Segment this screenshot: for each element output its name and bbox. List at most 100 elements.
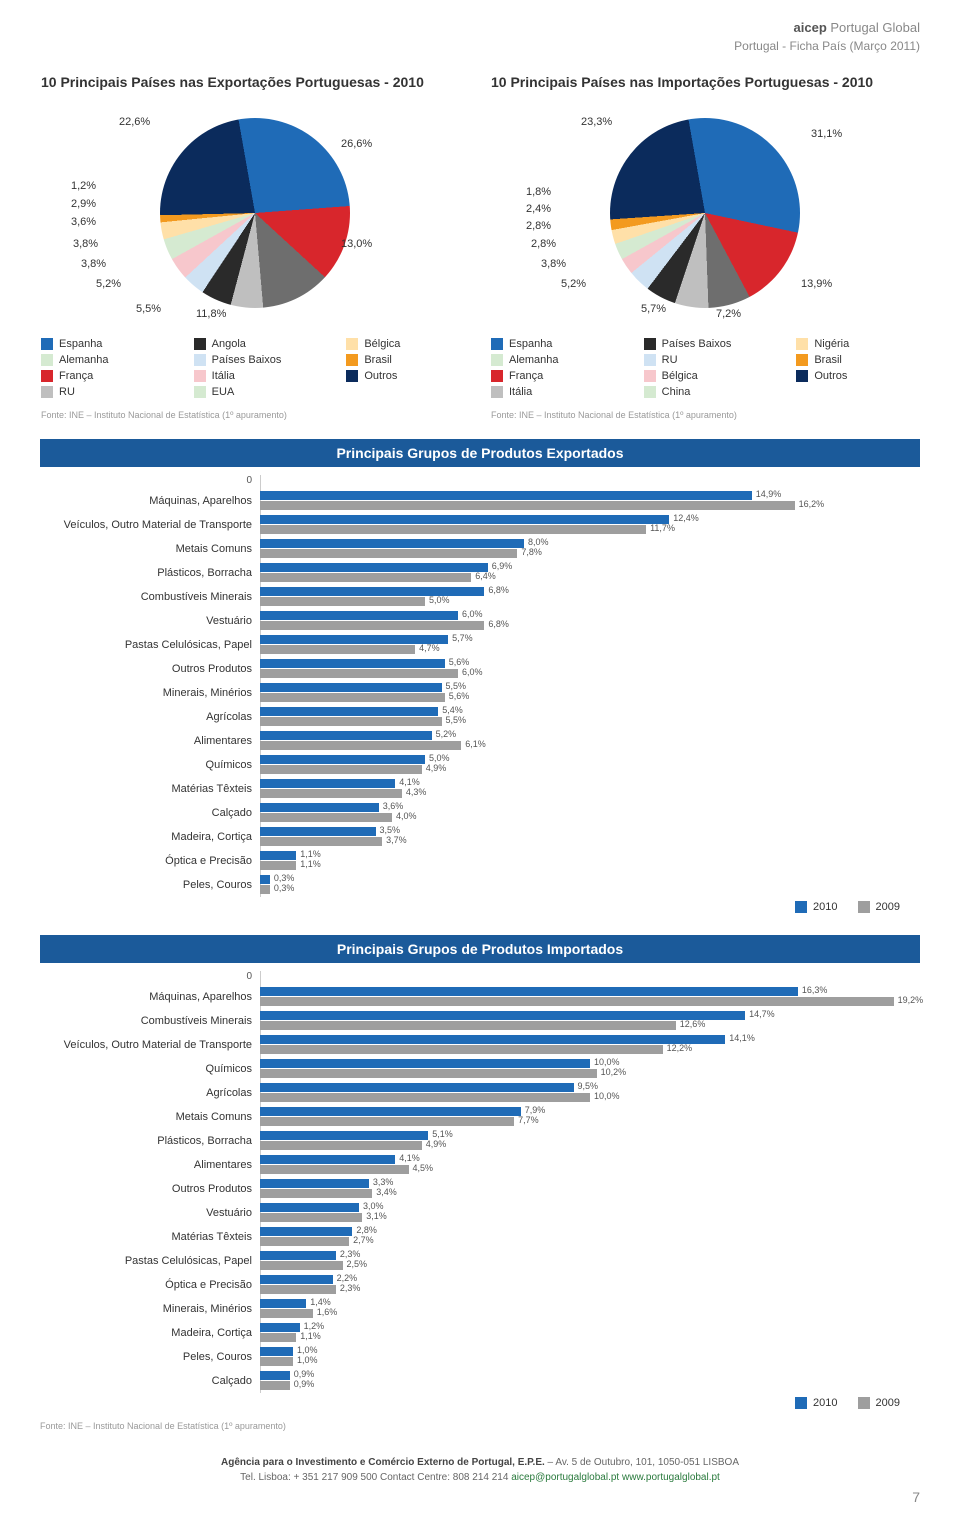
- bar-2010: [260, 731, 432, 740]
- bar-2009: [260, 1261, 343, 1270]
- legend-label: RU: [59, 386, 75, 398]
- legend-label: EUA: [212, 386, 235, 398]
- bar-2010: [260, 611, 458, 620]
- bar-value-label: 14,1%: [729, 1033, 755, 1043]
- legend-item: Itália: [491, 386, 614, 398]
- bar-row: 4,1%4,5%: [260, 1153, 920, 1177]
- swatch-icon: [644, 338, 656, 350]
- pie-title: 10 Principais Países nas Importações Por…: [491, 74, 919, 90]
- bar-row: 8,0%7,8%: [260, 537, 920, 561]
- legend-label: França: [59, 370, 93, 382]
- header-brand: aicep Portugal Global: [40, 20, 920, 35]
- swatch-icon: [491, 370, 503, 382]
- bar-2010: [260, 1323, 300, 1332]
- legend-item: Outros: [796, 370, 919, 382]
- bar-value-label: 2,3%: [340, 1249, 361, 1259]
- bar-value-label: 0,3%: [274, 883, 295, 893]
- bar-value-label: 19,2%: [898, 995, 924, 1005]
- bar-2010: [260, 1107, 521, 1116]
- bar-value-label: 12,6%: [680, 1019, 706, 1029]
- bar-2010: [260, 1131, 428, 1140]
- bar-row: 5,5%5,6%: [260, 681, 920, 705]
- bar-value-label: 12,4%: [673, 513, 699, 523]
- pie-slice-label: 3,8%: [81, 258, 106, 270]
- bar-2010: [260, 707, 438, 716]
- bar-category-label: Óptica e Precisão: [40, 849, 260, 873]
- bar-value-label: 6,0%: [462, 667, 483, 677]
- bar-category-label: Minerais, Minérios: [40, 1297, 260, 1321]
- bar-row: 7,9%7,7%: [260, 1105, 920, 1129]
- bar-row: 12,4%11,7%: [260, 513, 920, 537]
- legend-label: Outros: [364, 370, 397, 382]
- bar-category-label: Agrícolas: [40, 1081, 260, 1105]
- pie-slice-label: 22,6%: [119, 116, 150, 128]
- bar-value-label: 5,5%: [446, 681, 467, 691]
- bar-2009: [260, 1357, 293, 1366]
- pie-slice-label: 31,1%: [811, 128, 842, 140]
- swatch-icon: [194, 354, 206, 366]
- bar-2010: [260, 491, 752, 500]
- bar-2010: [260, 1299, 306, 1308]
- bar-value-label: 1,0%: [297, 1345, 318, 1355]
- legend-item: RU: [644, 354, 767, 366]
- bar-2009: [260, 669, 458, 678]
- bar-2009: [260, 837, 382, 846]
- pie-area: 31,1%13,9%7,2%5,7%5,2%3,8%2,8%2,8%2,4%1,…: [491, 98, 919, 328]
- source-note: Fonte: INE – Instituto Nacional de Estat…: [41, 410, 469, 420]
- bar-2010: [260, 779, 395, 788]
- bar-value-label: 6,8%: [488, 585, 509, 595]
- swatch-icon: [194, 370, 206, 382]
- pie-slice-label: 2,8%: [526, 220, 551, 232]
- legend-item: EUA: [194, 386, 317, 398]
- bar-2010: [260, 803, 379, 812]
- legend-column: NigériaBrasilOutros: [796, 338, 919, 402]
- bar-row: 3,5%3,7%: [260, 825, 920, 849]
- bar-2009: [260, 1309, 313, 1318]
- bar-category-label: Alimentares: [40, 1153, 260, 1177]
- legend-item: Bélgica: [346, 338, 469, 350]
- bar-value-label: 5,4%: [442, 705, 463, 715]
- bar-2010: [260, 1227, 352, 1236]
- bar-2010: [260, 1035, 725, 1044]
- legend-column: AngolaPaíses BaixosItáliaEUA: [194, 338, 317, 402]
- pie-panel-exports: 10 Principais Países nas Exportações Por…: [40, 73, 470, 421]
- swatch-icon: [346, 370, 358, 382]
- bar-category-label: Combustíveis Minerais: [40, 585, 260, 609]
- bar-value-label: 4,7%: [419, 643, 440, 653]
- bar-row: 14,9%16,2%: [260, 489, 920, 513]
- bar-row: 2,8%2,7%: [260, 1225, 920, 1249]
- bar-row: 5,2%6,1%: [260, 729, 920, 753]
- swatch-icon: [644, 386, 656, 398]
- bar-value-label: 4,9%: [426, 763, 447, 773]
- swatch-icon: [644, 370, 656, 382]
- bar-category-label: Peles, Couros: [40, 1345, 260, 1369]
- bar-row: 10,0%10,2%: [260, 1057, 920, 1081]
- bar-value-label: 1,0%: [297, 1355, 318, 1365]
- bar-value-label: 0,3%: [274, 873, 295, 883]
- bar-category-label: Químicos: [40, 1057, 260, 1081]
- bar-2009: [260, 501, 795, 510]
- bar-2010: [260, 539, 524, 548]
- bar-row: 3,6%4,0%: [260, 801, 920, 825]
- barchart-bars: 14,9%16,2%12,4%11,7%8,0%7,8%6,9%6,4%6,8%…: [260, 475, 920, 897]
- swatch-icon: [796, 354, 808, 366]
- bar-value-label: 4,1%: [399, 777, 420, 787]
- bar-2010: [260, 515, 669, 524]
- legend-label: Outros: [814, 370, 847, 382]
- bar-value-label: 4,1%: [399, 1153, 420, 1163]
- bar-value-label: 5,0%: [429, 753, 450, 763]
- swatch-icon: [491, 386, 503, 398]
- pie-slice-label: 5,2%: [96, 278, 121, 290]
- bar-2010: [260, 1251, 336, 1260]
- pie-slice-label: 13,0%: [341, 238, 372, 250]
- bar-category-label: Outros Produtos: [40, 657, 260, 681]
- bar-2009: [260, 1189, 372, 1198]
- bar-category-label: Alimentares: [40, 729, 260, 753]
- bar-2010: [260, 755, 425, 764]
- legend-item: Outros: [346, 370, 469, 382]
- bar-row: 1,2%1,1%: [260, 1321, 920, 1345]
- bar-category-label: Madeira, Cortiça: [40, 1321, 260, 1345]
- pie-legend: EspanhaAlemanhaFrançaItáliaPaíses Baixos…: [491, 338, 919, 402]
- pie-slice-label: 3,8%: [73, 238, 98, 250]
- bar-value-label: 6,1%: [465, 739, 486, 749]
